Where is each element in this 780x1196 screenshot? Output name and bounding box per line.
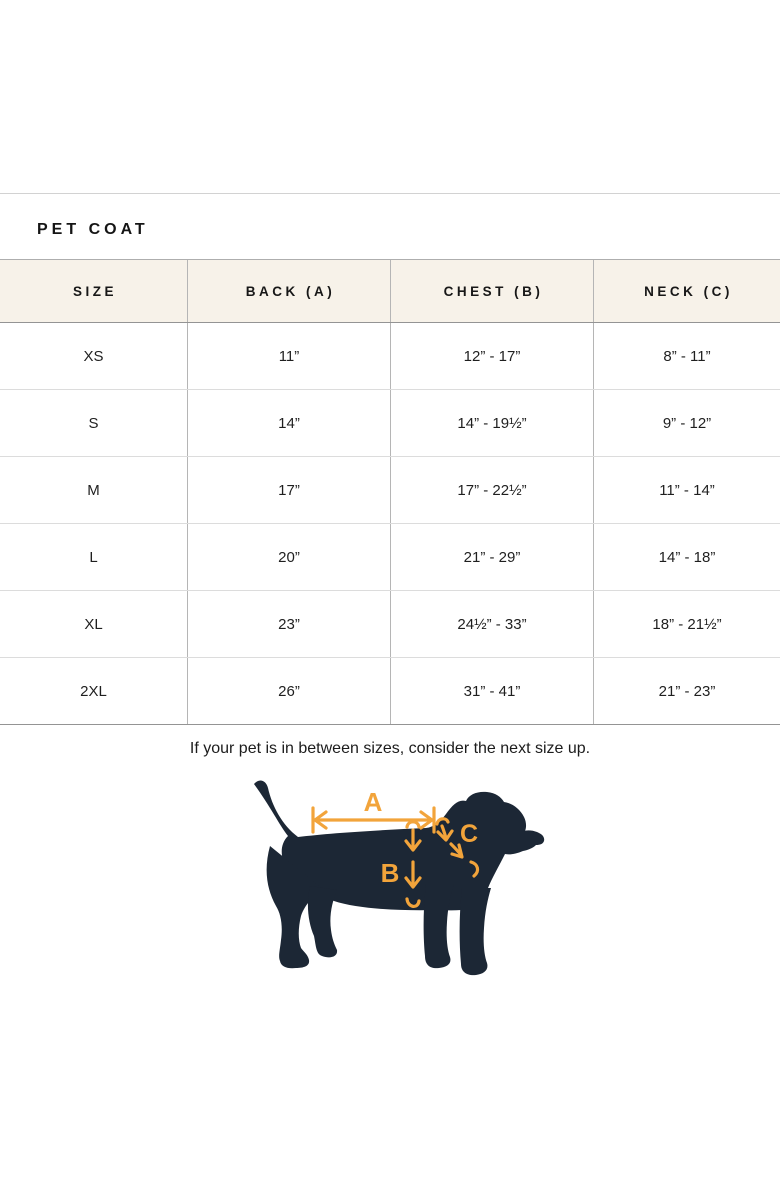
column-header-back: BACK (A) bbox=[187, 260, 390, 322]
column-header-size: SIZE bbox=[72, 283, 117, 299]
back-cell: 23” bbox=[187, 591, 390, 657]
back-cell: 14” bbox=[187, 390, 390, 456]
size-cell: S bbox=[88, 414, 99, 432]
neck-cell: 18” - 21½” bbox=[593, 591, 780, 657]
dog-diagram-svg: A B C bbox=[254, 780, 545, 976]
neck-cell: 14” - 18” bbox=[593, 524, 780, 590]
table-header-row: SIZE BACK (A) CHEST (B) NECK (C) bbox=[0, 260, 780, 323]
size-table: SIZE BACK (A) CHEST (B) NECK (C) XS 11” … bbox=[0, 259, 780, 725]
size-cell: 2XL bbox=[80, 682, 107, 700]
page-divider bbox=[0, 193, 780, 194]
neck-cell: 8” - 11” bbox=[593, 323, 780, 389]
column-header-chest: CHEST (B) bbox=[390, 260, 593, 322]
table-row: XL 23” 24½” - 33” 18” - 21½” bbox=[0, 591, 780, 658]
size-cell: XS bbox=[83, 347, 104, 365]
measurement-label-a: A bbox=[364, 787, 383, 817]
column-header-neck: NECK (C) bbox=[593, 260, 780, 322]
sizing-note: If your pet is in between sizes, conside… bbox=[189, 740, 591, 757]
neck-cell: 9” - 12” bbox=[593, 390, 780, 456]
back-cell: 17” bbox=[187, 457, 390, 523]
table-row: L 20” 21” - 29” 14” - 18” bbox=[0, 524, 780, 591]
size-cell: L bbox=[89, 548, 98, 566]
chest-cell: 17” - 22½” bbox=[390, 457, 593, 523]
chest-cell: 31” - 41” bbox=[390, 658, 593, 724]
chest-cell: 24½” - 33” bbox=[390, 591, 593, 657]
page-title: PET COAT bbox=[37, 221, 149, 238]
size-cell: XL bbox=[84, 615, 103, 633]
dog-silhouette-icon bbox=[254, 780, 545, 976]
chest-cell: 14” - 19½” bbox=[390, 390, 593, 456]
measurement-label-c: C bbox=[460, 820, 478, 848]
measurement-arrow-a: A bbox=[311, 787, 436, 834]
dog-measurement-diagram: A B C bbox=[240, 778, 560, 983]
table-row: XS 11” 12” - 17” 8” - 11” bbox=[0, 323, 780, 390]
back-cell: 20” bbox=[187, 524, 390, 590]
back-cell: 11” bbox=[187, 323, 390, 389]
table-row: M 17” 17” - 22½” 11” - 14” bbox=[0, 457, 780, 524]
neck-cell: 21” - 23” bbox=[593, 658, 780, 724]
size-cell: M bbox=[87, 481, 100, 499]
chest-cell: 12” - 17” bbox=[390, 323, 593, 389]
neck-cell: 11” - 14” bbox=[593, 457, 780, 523]
table-row: 2XL 26” 31” - 41” 21” - 23” bbox=[0, 658, 780, 724]
back-cell: 26” bbox=[187, 658, 390, 724]
chest-cell: 21” - 29” bbox=[390, 524, 593, 590]
measurement-label-b: B bbox=[381, 858, 400, 888]
table-row: S 14” 14” - 19½” 9” - 12” bbox=[0, 390, 780, 457]
measurement-arrow-b: B bbox=[381, 820, 422, 908]
measurement-arrow-c: C bbox=[435, 817, 480, 878]
